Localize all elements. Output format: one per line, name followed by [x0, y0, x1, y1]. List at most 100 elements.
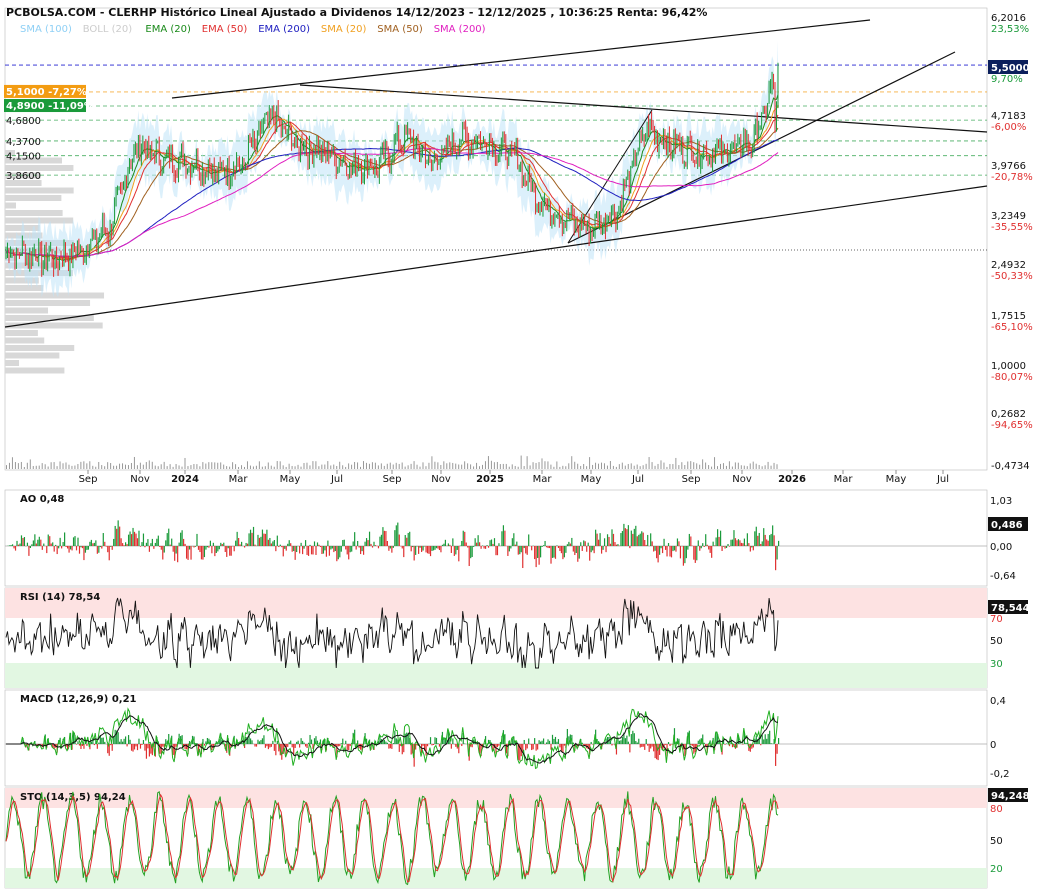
- macd-histogram-bar: [480, 744, 482, 757]
- volume-bar: [181, 466, 183, 469]
- macd-histogram-bar: [752, 744, 754, 748]
- chart-title: PCBOLSA.COM - CLERHP Histórico Lineal Aj…: [6, 6, 707, 19]
- macd-histogram-bar: [160, 744, 162, 755]
- macd-histogram-bar: [147, 744, 149, 749]
- ao-bar: [223, 542, 225, 546]
- macd-histogram-bar: [391, 744, 393, 749]
- ao-bar: [727, 543, 729, 546]
- moving-average-line: [5, 127, 779, 258]
- ao-bar: [624, 528, 626, 546]
- ao-bar: [127, 534, 130, 546]
- macd-histogram-bar: [80, 744, 82, 749]
- price-tick-pct: -20,78%: [991, 172, 1033, 183]
- macd-histogram-bar: [519, 744, 521, 761]
- volume-bar: [589, 457, 591, 469]
- macd-histogram-bar: [309, 734, 311, 744]
- macd-histogram-bar: [690, 744, 692, 745]
- ao-bar: [199, 546, 201, 553]
- macd-histogram-bar: [327, 737, 329, 744]
- price-tick-pct: -94,65%: [991, 420, 1033, 431]
- ao-bar: [776, 546, 778, 560]
- macd-histogram-bar: [444, 737, 447, 744]
- volume-bars: [6, 455, 778, 469]
- time-tick: May: [280, 474, 301, 485]
- ao-bar: [380, 534, 383, 546]
- price-tick-pct: -35,55%: [991, 222, 1033, 233]
- volume-bar: [365, 462, 367, 469]
- volume-bar: [550, 464, 552, 469]
- macd-histogram-bar: [748, 744, 750, 751]
- volume-bar: [770, 465, 772, 469]
- volume-bar: [401, 462, 403, 469]
- ao-bar: [441, 544, 444, 546]
- ao-bar: [162, 546, 164, 560]
- ao-bar: [169, 544, 171, 546]
- ao-bar: [733, 530, 735, 546]
- ao-bar: [180, 532, 182, 546]
- macd-panel: MACD (12,26,9) 0,21 0,4 0 -0,2: [4, 689, 1010, 787]
- volume-bar: [53, 462, 55, 469]
- macd-histogram-bar: [489, 740, 491, 744]
- macd-histogram-bar: [656, 744, 658, 760]
- macd-histogram-bar: [715, 731, 717, 744]
- ao-bar: [288, 540, 290, 546]
- macd-histogram-bar: [532, 744, 534, 750]
- volume-bar: [437, 462, 439, 469]
- volume-bar: [113, 465, 115, 469]
- ao-bar: [190, 546, 192, 560]
- macd-histogram-bar: [523, 739, 525, 744]
- ao-bar: [639, 533, 641, 546]
- ao-bar: [224, 546, 226, 553]
- ao-bar: [653, 546, 655, 552]
- ao-bar: [339, 546, 341, 558]
- ao-bar: [77, 537, 79, 546]
- ao-bar: [68, 546, 70, 553]
- macd-histogram-bar: [196, 743, 198, 744]
- ao-bar: [719, 530, 722, 546]
- macd-histogram-bar: [746, 742, 748, 744]
- ao-bar: [412, 546, 414, 548]
- macd-histogram-bar: [663, 744, 665, 749]
- ao-bar: [714, 545, 716, 546]
- ao-bar: [208, 546, 210, 548]
- ao-bar: [627, 525, 629, 546]
- ao-bar: [62, 542, 64, 546]
- volume-bar: [568, 463, 570, 469]
- ao-bar: [679, 546, 682, 559]
- macd-histogram-bar: [498, 744, 500, 746]
- ao-bar: [346, 546, 348, 555]
- ao-bar: [349, 546, 351, 553]
- macd-histogram-bar: [98, 742, 100, 744]
- macd-histogram-bar: [263, 735, 265, 744]
- ao-bar: [504, 530, 506, 546]
- price-level-label: 4,1500: [6, 152, 41, 163]
- volume-bar: [583, 463, 585, 469]
- volume-bar: [571, 456, 573, 469]
- volume-bar: [110, 463, 112, 469]
- macd-histogram-bar: [99, 735, 101, 744]
- macd-histogram-bar: [135, 744, 137, 747]
- ao-bar: [163, 546, 165, 553]
- ao-bar: [321, 546, 323, 554]
- macd-histogram-bar: [291, 744, 293, 748]
- volume-bar: [606, 465, 608, 469]
- ao-bar: [266, 529, 268, 546]
- macd-histogram-bar: [382, 739, 384, 744]
- ao-bar: [66, 546, 69, 549]
- macd-histogram-bar: [635, 741, 637, 744]
- macd-histogram-bar: [737, 734, 740, 744]
- macd-histogram-bar: [288, 742, 290, 744]
- volume-bar: [404, 466, 406, 469]
- macd-histogram-bar: [211, 744, 213, 751]
- macd-histogram-bar: [712, 737, 714, 744]
- price-tick-pct: 23,53%: [991, 24, 1029, 35]
- ao-bar: [447, 543, 449, 546]
- volume-bar: [160, 464, 162, 469]
- volume-bar: [508, 466, 510, 469]
- macd-histogram-bar: [360, 744, 362, 750]
- ao-bar: [745, 545, 747, 546]
- volume-profile-bar: [5, 337, 45, 344]
- ao-bar: [40, 539, 42, 546]
- macd-histogram-bar: [304, 744, 307, 747]
- time-tick: Sep: [79, 474, 98, 485]
